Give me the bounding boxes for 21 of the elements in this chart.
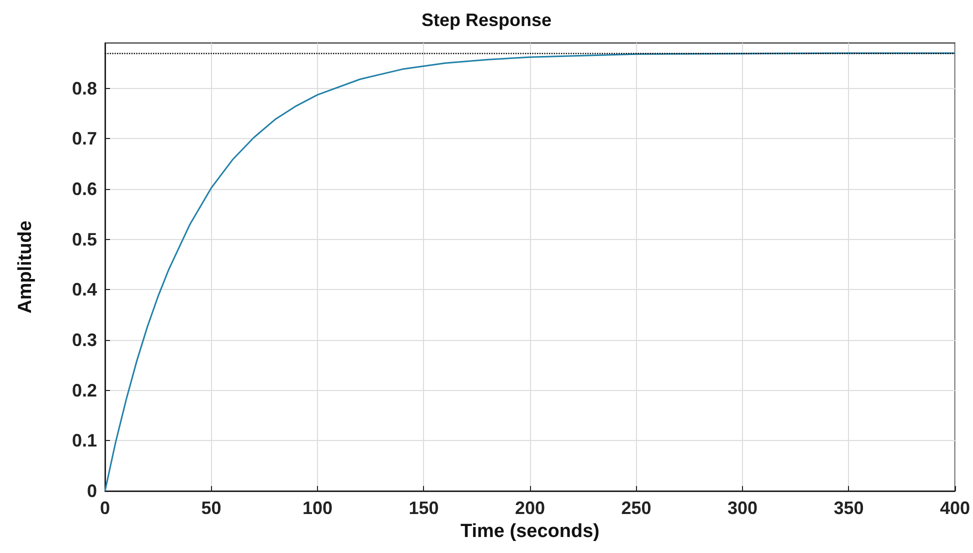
- y-tick-label: 0.4: [72, 280, 97, 300]
- x-tick-label: 100: [302, 498, 333, 518]
- x-tick-label: 300: [727, 498, 758, 518]
- y-tick-label: 0.6: [72, 178, 97, 199]
- y-tick-label: 0.1: [72, 430, 97, 451]
- y-axis-title: Amplitude: [15, 220, 36, 314]
- y-tick-label: 0.5: [72, 229, 97, 250]
- y-tick-label: 0.2: [72, 380, 97, 400]
- x-tick-label: 400: [940, 498, 970, 518]
- x-axis-title: Time (seconds): [460, 520, 600, 542]
- x-tick-label: 200: [514, 498, 546, 518]
- y-tick-label: 0.7: [72, 128, 97, 149]
- chart-title: Step Response: [421, 10, 552, 30]
- x-tick-label: 50: [201, 498, 222, 518]
- x-tick-label: 350: [834, 498, 864, 518]
- y-tick-label: 0.3: [72, 330, 97, 350]
- y-tick-label: 0.8: [72, 78, 97, 98]
- y-tick-label: 0: [86, 481, 97, 501]
- x-tick-label: 0: [100, 498, 110, 518]
- x-tick-label: 250: [621, 498, 652, 518]
- x-tick-label: 150: [408, 498, 439, 518]
